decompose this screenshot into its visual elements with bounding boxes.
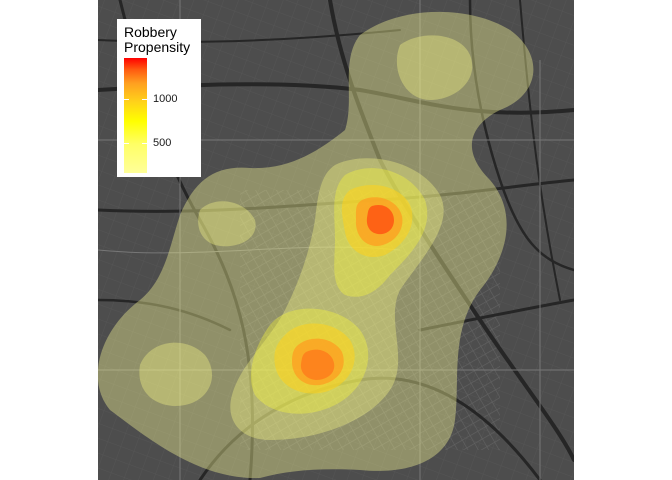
density-level-2 [139, 35, 473, 441]
density-contours [98, 11, 534, 479]
legend-tick-right-1000 [142, 99, 147, 100]
density-peak-south [300, 349, 335, 380]
legend: Robbery Propensity 1000 500 [117, 19, 201, 177]
legend-tick-left-500 [124, 143, 129, 144]
legend-tick-left-1000 [124, 99, 129, 100]
legend-label-500: 500 [153, 137, 172, 149]
legend-tick-right-500 [142, 143, 147, 144]
legend-label-1000: 1000 [153, 93, 178, 105]
legend-title: Robbery Propensity [124, 24, 191, 55]
density-level-1 [98, 11, 534, 479]
legend-color-bar [124, 58, 147, 173]
density-level-5 [292, 197, 403, 386]
density-peak-north [366, 204, 394, 235]
